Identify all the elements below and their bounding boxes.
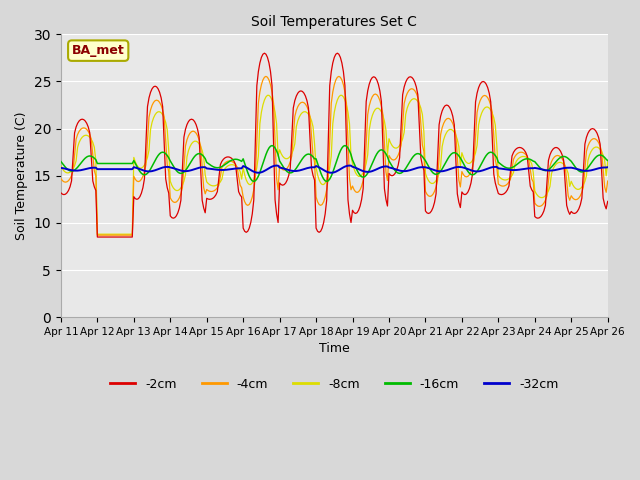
Legend: -2cm, -4cm, -8cm, -16cm, -32cm: -2cm, -4cm, -8cm, -16cm, -32cm <box>105 373 563 396</box>
Text: BA_met: BA_met <box>72 44 125 57</box>
Y-axis label: Soil Temperature (C): Soil Temperature (C) <box>15 111 28 240</box>
Title: Soil Temperatures Set C: Soil Temperatures Set C <box>252 15 417 29</box>
X-axis label: Time: Time <box>319 342 349 356</box>
